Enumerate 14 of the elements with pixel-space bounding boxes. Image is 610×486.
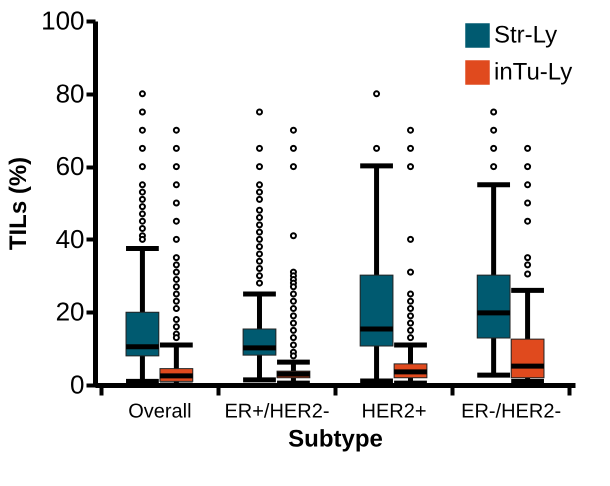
legend-label: Str-Ly [494,22,558,48]
x-tick-label: ER-/HER2- [461,400,562,422]
x-tick-label: ER+/HER2- [224,400,330,422]
x-axis-title: Subtype [288,426,383,452]
y-tick-label: 20 [56,296,84,327]
y-tick-label: 80 [56,78,84,108]
y-axis-title: TILs (%) [5,156,32,250]
y-tick-label: 40 [56,224,84,254]
y-tick-label: 60 [56,151,84,182]
y-tick-label: 100 [41,6,84,36]
x-tick-label: HER2+ [362,400,427,422]
legend-label: inTu-Ly [494,58,572,86]
y-tick-label: 0 [70,370,84,400]
x-tick-label: Overall [128,400,192,422]
